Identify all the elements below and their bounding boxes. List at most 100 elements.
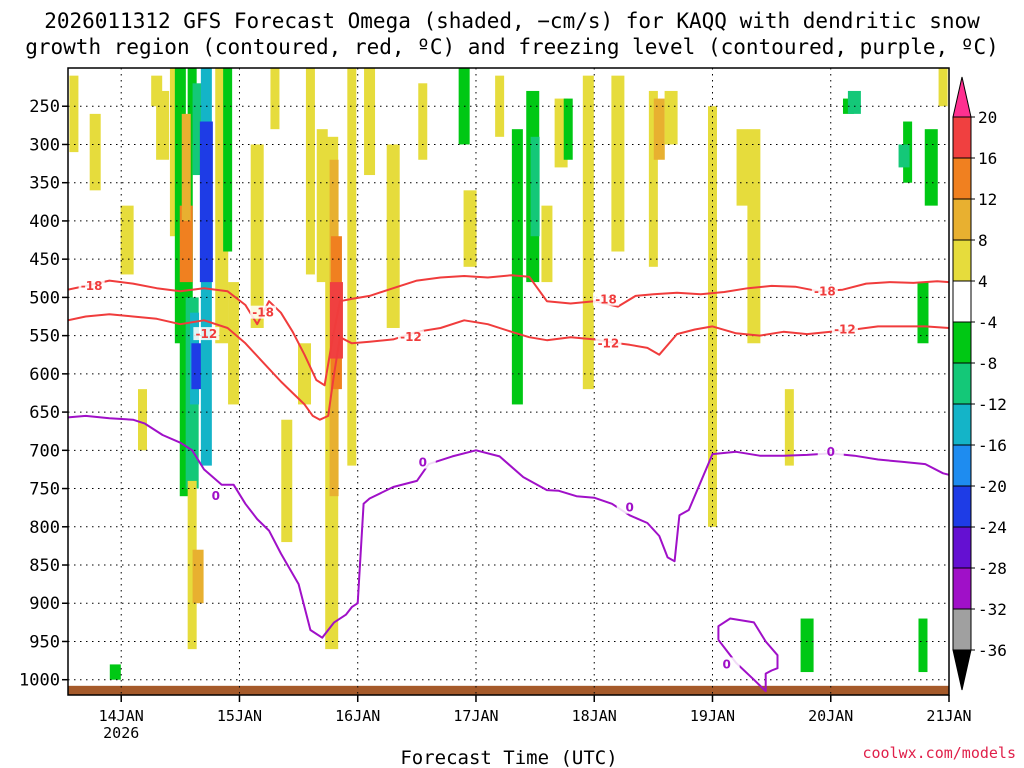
contour-label-bg-0-2 bbox=[616, 500, 643, 514]
colorbar-tick-label--28: -28 bbox=[978, 559, 1007, 578]
contour-label-bg-0-loop-0 bbox=[713, 657, 740, 671]
omega-area-6 bbox=[169, 68, 179, 237]
x-axis-label: Forecast Time (UTC) bbox=[400, 747, 617, 768]
contour-label-bg--18-2 bbox=[593, 292, 620, 306]
omega-area-56 bbox=[847, 90, 861, 114]
omega-area-25 bbox=[281, 419, 293, 543]
colorbar-bin-1 bbox=[952, 116, 972, 159]
y-tick-label-700: 700 bbox=[29, 441, 60, 461]
y-tick-label-850: 850 bbox=[29, 556, 60, 576]
omega-area-14 bbox=[179, 205, 193, 283]
omega-area-3 bbox=[138, 389, 148, 451]
colorbar-bin-2 bbox=[952, 157, 972, 200]
contour-label-0-2: 0 bbox=[626, 501, 634, 515]
terrain-layer bbox=[68, 685, 949, 695]
chart-title-line1: 2026011312 GFS Forecast Omega (shaded, −… bbox=[44, 9, 980, 33]
omega-area-5 bbox=[156, 90, 170, 160]
omega-area-54 bbox=[784, 389, 794, 466]
colorbar-tick-label--4: -4 bbox=[978, 313, 997, 332]
colorbar-bottom-triangle bbox=[952, 649, 972, 691]
plot-frame bbox=[67, 67, 950, 696]
contour-line--12 bbox=[68, 313, 949, 421]
omega-area-21 bbox=[223, 68, 233, 252]
y-tick-label-950: 950 bbox=[29, 632, 60, 652]
omega-area-53 bbox=[747, 129, 761, 344]
colorbar-bin-10 bbox=[952, 485, 972, 528]
colorbar-tick-label--36: -36 bbox=[978, 641, 1007, 660]
contour-line-0-loop bbox=[717, 617, 779, 693]
y-axis: 250 300 350 400 450 500 550 600 650 700 750 800 850 9… bbox=[19, 97, 68, 691]
omega-area-28 bbox=[316, 129, 328, 283]
contour-label-bg--12-1 bbox=[397, 330, 424, 344]
x-tick-label-19JAN: 19JAN bbox=[690, 707, 735, 725]
contour-label--12-0: -12 bbox=[196, 327, 218, 341]
contour-label--18-2: -18 bbox=[595, 293, 617, 307]
omega-area-34 bbox=[364, 68, 376, 176]
y-tick-label-350: 350 bbox=[29, 174, 60, 194]
contour-label-bg--18-3 bbox=[811, 284, 838, 298]
contour-label--18-0: -18 bbox=[81, 279, 103, 293]
contour-label-bg-0-1 bbox=[409, 455, 436, 469]
contour-layer: -18 -18 -18 -18 -12 -12 -12 -12 0 0 0 0 0 bbox=[68, 274, 949, 693]
terrain-band bbox=[68, 685, 949, 695]
plot-background bbox=[68, 68, 949, 695]
y-tick-label-250: 250 bbox=[29, 97, 60, 117]
omega-area-40 bbox=[511, 129, 523, 405]
contour-label-bg--12-0 bbox=[193, 327, 220, 341]
omega-area-60 bbox=[938, 68, 948, 107]
colorbar: 20 16 12 8 4 -4 -8 -12 -16 -20 -24 -28 -32 -36 bbox=[952, 76, 1007, 691]
omega-area-2 bbox=[120, 205, 134, 275]
contour-label--12-2: -12 bbox=[598, 336, 620, 350]
y-tick-label-800: 800 bbox=[29, 518, 60, 538]
omega-area-49 bbox=[653, 98, 665, 160]
contour-label-0-0: 0 bbox=[212, 489, 220, 503]
contour-label--12-3: -12 bbox=[834, 323, 856, 337]
contour-label-0-3: 0 bbox=[827, 445, 835, 459]
omega-area-27 bbox=[305, 68, 315, 275]
colorbar-bin-12 bbox=[952, 567, 972, 610]
omega-area-15 bbox=[181, 113, 191, 221]
omega-area-17 bbox=[199, 121, 213, 283]
y-tick-label-750: 750 bbox=[29, 480, 60, 500]
omega-area-62 bbox=[800, 618, 814, 673]
contour-label--18-3: -18 bbox=[814, 284, 836, 298]
colorbar-tick-label-16: 16 bbox=[978, 149, 997, 168]
omega-area-33 bbox=[347, 68, 357, 466]
x-tick-label-21JAN: 21JAN bbox=[926, 707, 971, 725]
colorbar-tick-label-20: 20 bbox=[978, 108, 997, 127]
omega-area-48 bbox=[648, 90, 658, 267]
contour-label-bg-0-0 bbox=[202, 489, 229, 503]
omega-area-26 bbox=[298, 343, 312, 405]
contour-label--12-1: -12 bbox=[400, 330, 422, 344]
y-tick-label-450: 450 bbox=[29, 250, 60, 270]
colorbar-bin-13 bbox=[952, 608, 972, 651]
contour-label-0-1: 0 bbox=[419, 456, 427, 470]
credit-link[interactable]: coolwx.com/models bbox=[862, 744, 1016, 762]
colorbar-tick-label--20: -20 bbox=[978, 477, 1007, 496]
contour-label--18-1: -18 bbox=[252, 306, 274, 320]
colorbar-bin-5 bbox=[952, 280, 972, 323]
colorbar-tick-label-12: 12 bbox=[978, 190, 997, 209]
omega-area-9 bbox=[187, 68, 197, 145]
colorbar-bin-7 bbox=[952, 362, 972, 405]
omega-area-35 bbox=[386, 144, 400, 328]
colorbar-bin-6 bbox=[952, 321, 972, 364]
contour-label-bg--18-1 bbox=[250, 305, 277, 319]
omega-area-42 bbox=[530, 136, 540, 237]
x-tick-sublabel-14JAN: 2026 bbox=[103, 724, 139, 742]
omega-area-0 bbox=[69, 75, 79, 153]
omega-area-46 bbox=[582, 75, 594, 390]
contour-label-bg--18-0 bbox=[78, 278, 105, 292]
omega-area-1 bbox=[89, 113, 101, 191]
y-tick-label-900: 900 bbox=[29, 594, 60, 614]
colorbar-bin-4 bbox=[952, 239, 972, 282]
omega-shading bbox=[69, 68, 948, 680]
omega-area-10 bbox=[192, 83, 204, 176]
omega-area-51 bbox=[707, 106, 717, 527]
y-tick-label-400: 400 bbox=[29, 212, 60, 232]
omega-area-36 bbox=[418, 83, 428, 160]
y-tick-label-300: 300 bbox=[29, 135, 60, 155]
colorbar-bin-9 bbox=[952, 444, 972, 487]
y-tick-label-650: 650 bbox=[29, 403, 60, 423]
